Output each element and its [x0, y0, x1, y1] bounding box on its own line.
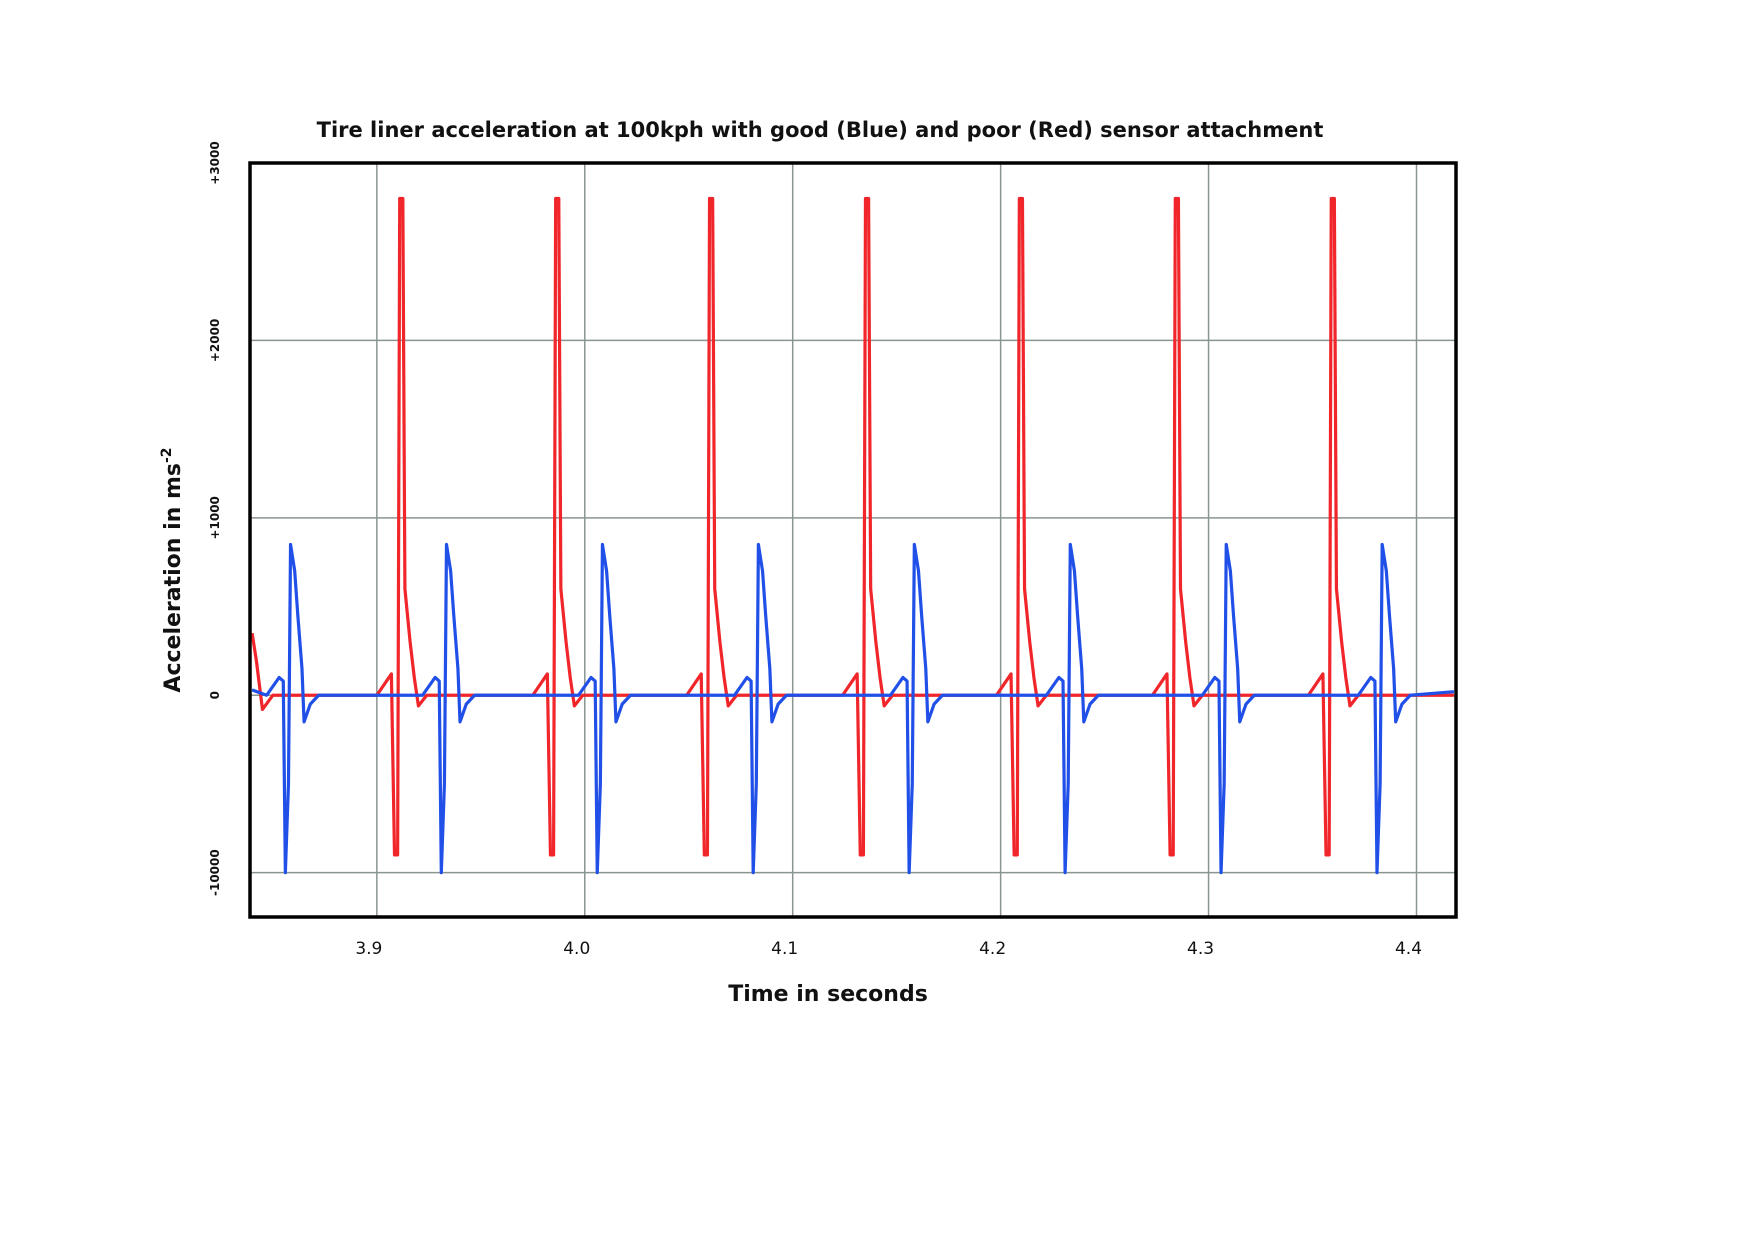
y-tick-label: +1000: [208, 496, 222, 539]
x-tick-label: 4.3: [1187, 939, 1214, 959]
y-axis-label: Acceleration in ms-2: [159, 447, 186, 692]
x-axis-label: Time in seconds: [728, 982, 928, 1007]
x-tick-label: 4.4: [1395, 939, 1422, 959]
x-tick-label: 4.0: [563, 939, 590, 959]
x-tick-label: 3.9: [355, 939, 382, 959]
y-axis-label-superscript: -2: [159, 447, 175, 463]
y-tick-label: +2000: [208, 319, 222, 362]
y-tick-label: +3000: [208, 141, 222, 184]
y-tick-label: 0: [208, 691, 222, 699]
y-tick-label: -10000: [208, 849, 222, 896]
x-tick-label: 4.2: [979, 939, 1006, 959]
plot-frame: [248, 161, 1458, 919]
x-tick-label: 4.1: [771, 939, 798, 959]
y-axis-label-text: Acceleration in ms: [161, 463, 186, 693]
chart-title: Tire liner acceleration at 100kph with g…: [317, 118, 1324, 142]
series-line: [251, 542, 1455, 875]
series-line: [250, 196, 1454, 857]
